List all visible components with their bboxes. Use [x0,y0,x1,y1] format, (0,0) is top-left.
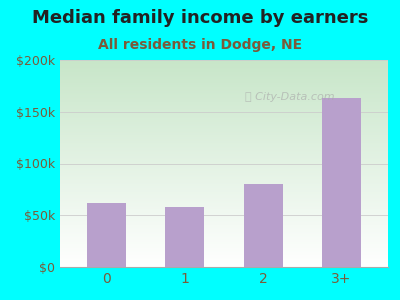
Text: ⓘ City-Data.com: ⓘ City-Data.com [245,92,334,102]
Text: Median family income by earners: Median family income by earners [32,9,368,27]
Bar [322,98,361,267]
Bar [244,184,282,267]
Bar [166,207,204,267]
Text: All residents in Dodge, NE: All residents in Dodge, NE [98,38,302,52]
Bar [87,203,126,267]
